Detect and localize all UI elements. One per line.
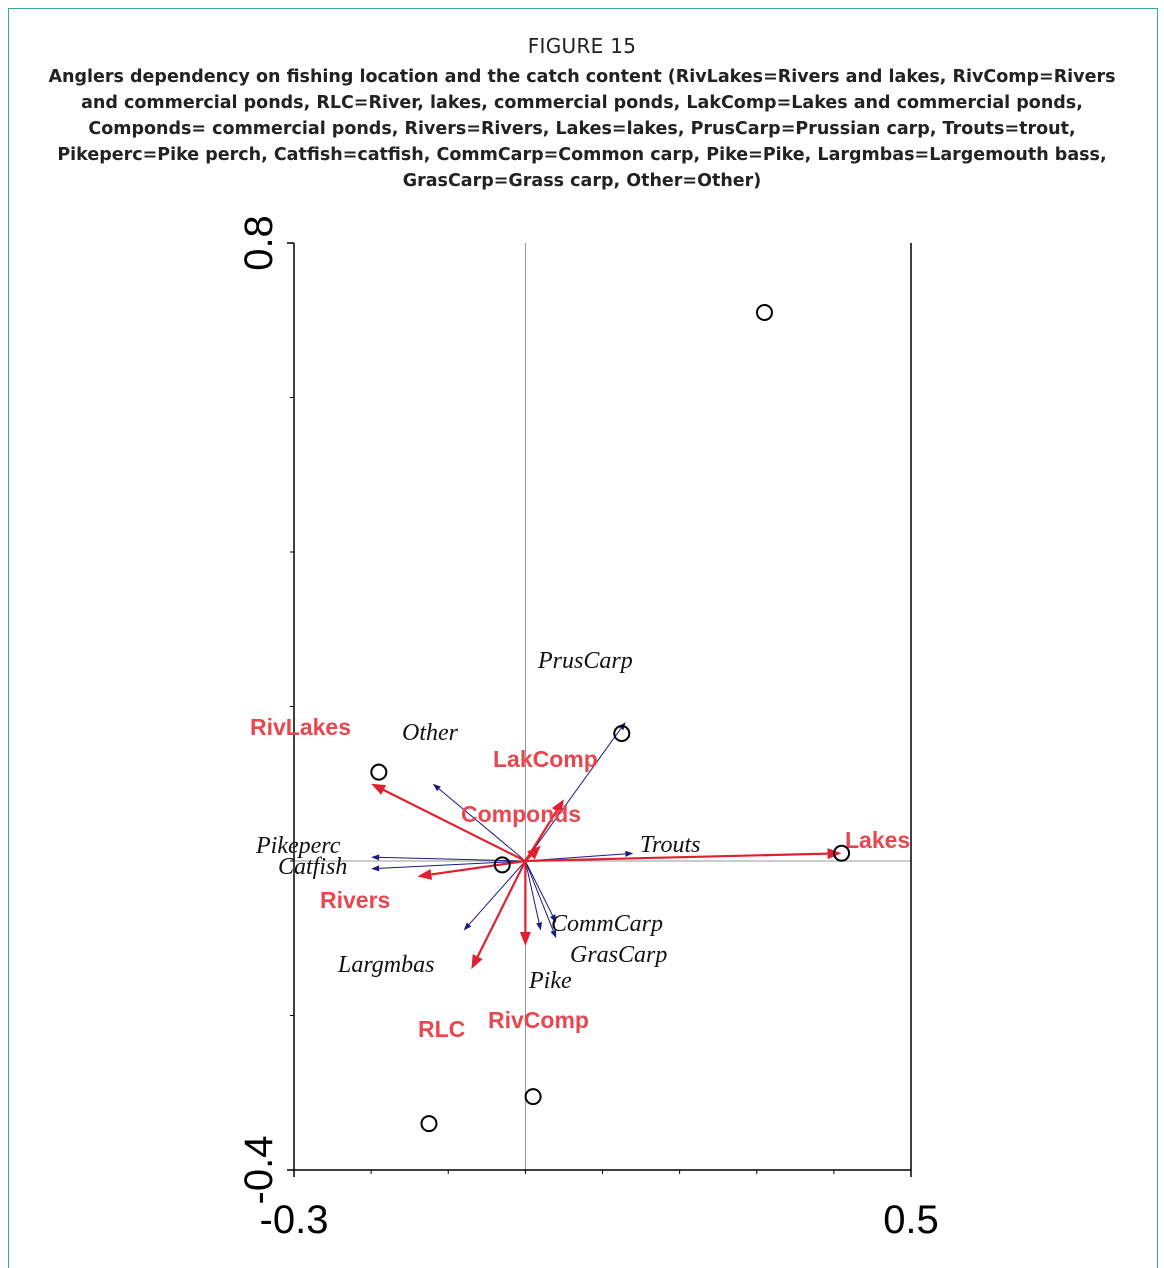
- location-rivers-label: Rivers: [320, 887, 390, 913]
- y-tick-label-max: 0.8: [237, 215, 281, 271]
- species-pikeperc-label: Pikeperc: [255, 833, 341, 859]
- species-largmbas-arrow: [468, 860, 526, 925]
- species-trouts-arrowhead: [625, 850, 634, 857]
- sample-points: [370, 304, 851, 1133]
- species-grascarp-label: GrasCarp: [570, 942, 667, 968]
- species-catfish-arrowhead: [371, 865, 380, 872]
- species-largmbas-label: Largmbas: [337, 952, 434, 978]
- sample-point-2: [613, 725, 631, 743]
- species-pikeperc-arrow: [379, 856, 526, 862]
- x-tick-label-max: 0.5: [883, 1198, 939, 1242]
- species-pruscarp-arrow: [524, 728, 622, 862]
- location-rivcomp-label: RivComp: [488, 1007, 589, 1033]
- location-lakcomp-arrowhead: [551, 799, 564, 814]
- species-other-arrowhead: [432, 783, 441, 792]
- figure-caption: Anglers dependency on fishing location a…: [48, 67, 1116, 191]
- location-rivlakes-arrowhead: [371, 783, 387, 795]
- location-componds-arrowhead: [527, 845, 541, 860]
- species-catfish-arrow: [379, 860, 526, 869]
- sample-point-1: [755, 304, 773, 322]
- location-rlc-label: RLC: [418, 1016, 465, 1042]
- species-pikeperc-arrowhead: [371, 854, 380, 861]
- species-pruscarp-label: PrusCarp: [537, 648, 633, 674]
- location-rivlakes-label: RivLakes: [250, 714, 351, 740]
- figure-frame: [8, 8, 1158, 1268]
- location-rivlakes-arrow: [383, 789, 526, 862]
- species-other-label: Other: [402, 720, 459, 746]
- species-catfish-label: Catfish: [278, 854, 347, 880]
- species-commcarp-label: CommCarp: [551, 911, 663, 937]
- sample-point-3: [370, 763, 388, 781]
- location-lakes-arrow: [525, 852, 828, 863]
- location-arrows: RivLakes LakComp Componds Lakes Rivers RLC Riv…: [250, 714, 910, 1042]
- y-tick-label-min: -0.4: [237, 1136, 281, 1205]
- axes: -0.3 0.5 -0.4 0.8: [237, 215, 939, 1242]
- species-largmbas-arrowhead: [463, 922, 472, 931]
- location-lakes-label: Lakes: [845, 827, 910, 853]
- species-grascarp-arrow: [524, 860, 554, 932]
- location-rlc-arrow: [476, 860, 527, 958]
- species-commcarp-arrow: [524, 860, 554, 916]
- species-pike-arrowhead: [536, 922, 542, 931]
- species-pike-arrow: [524, 860, 540, 923]
- location-rlc-arrowhead: [471, 954, 483, 970]
- zero-lines: [294, 243, 911, 1170]
- figure-number: FIGURE 15: [527, 34, 637, 58]
- sample-point-7: [420, 1115, 438, 1133]
- x-tick-label-min: -0.3: [260, 1198, 329, 1242]
- sample-point-5: [833, 844, 851, 862]
- sample-point-4: [493, 856, 511, 874]
- species-trouts-label: Trouts: [640, 832, 700, 858]
- location-rivers-arrowhead: [417, 869, 433, 880]
- location-rivcomp-arrowhead: [519, 931, 531, 946]
- species-other-arrow: [438, 788, 526, 862]
- location-lakcomp-label: LakComp: [493, 746, 598, 772]
- species-pike-label: Pike: [528, 968, 572, 994]
- species-commcarp-arrowhead: [549, 914, 557, 923]
- location-componds-label: Componds: [461, 801, 581, 827]
- species-grascarp-arrowhead: [550, 929, 557, 939]
- sample-point-6: [524, 1088, 542, 1106]
